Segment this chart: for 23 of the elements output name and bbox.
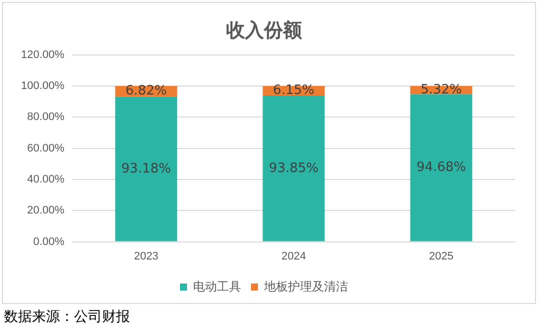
- legend-label: 地板护理及清洁: [263, 279, 348, 294]
- y-tick-label: 120.00%: [20, 48, 65, 61]
- x-tick-label: 2025: [428, 250, 454, 262]
- y-tick-label: 100.00%: [20, 80, 65, 92]
- y-tick-label: 0.00%: [33, 236, 65, 248]
- bar: [115, 96, 178, 242]
- bar: [262, 96, 325, 242]
- y-tick-label: 80.00%: [27, 111, 65, 124]
- y-tick-label: 40.00%: [27, 174, 65, 186]
- data-label: 5.32%: [420, 82, 462, 98]
- legend-label: 电动工具: [193, 279, 241, 294]
- data-label: 93.18%: [121, 161, 171, 176]
- chart-title: 收入份额: [226, 20, 303, 42]
- data-label: 93.85%: [268, 160, 318, 176]
- data-label: 6.82%: [126, 84, 167, 99]
- bar: [410, 94, 472, 242]
- y-tick-label: 20.00%: [27, 204, 65, 217]
- data-label: 6.15%: [273, 83, 314, 98]
- data-label: 94.68%: [416, 160, 466, 176]
- source-note: 数据来源：公司财报: [4, 308, 130, 326]
- y-tick-label: 60.00%: [27, 142, 65, 154]
- x-tick-label: 2024: [281, 250, 306, 262]
- x-tick-label: 2023: [134, 250, 158, 262]
